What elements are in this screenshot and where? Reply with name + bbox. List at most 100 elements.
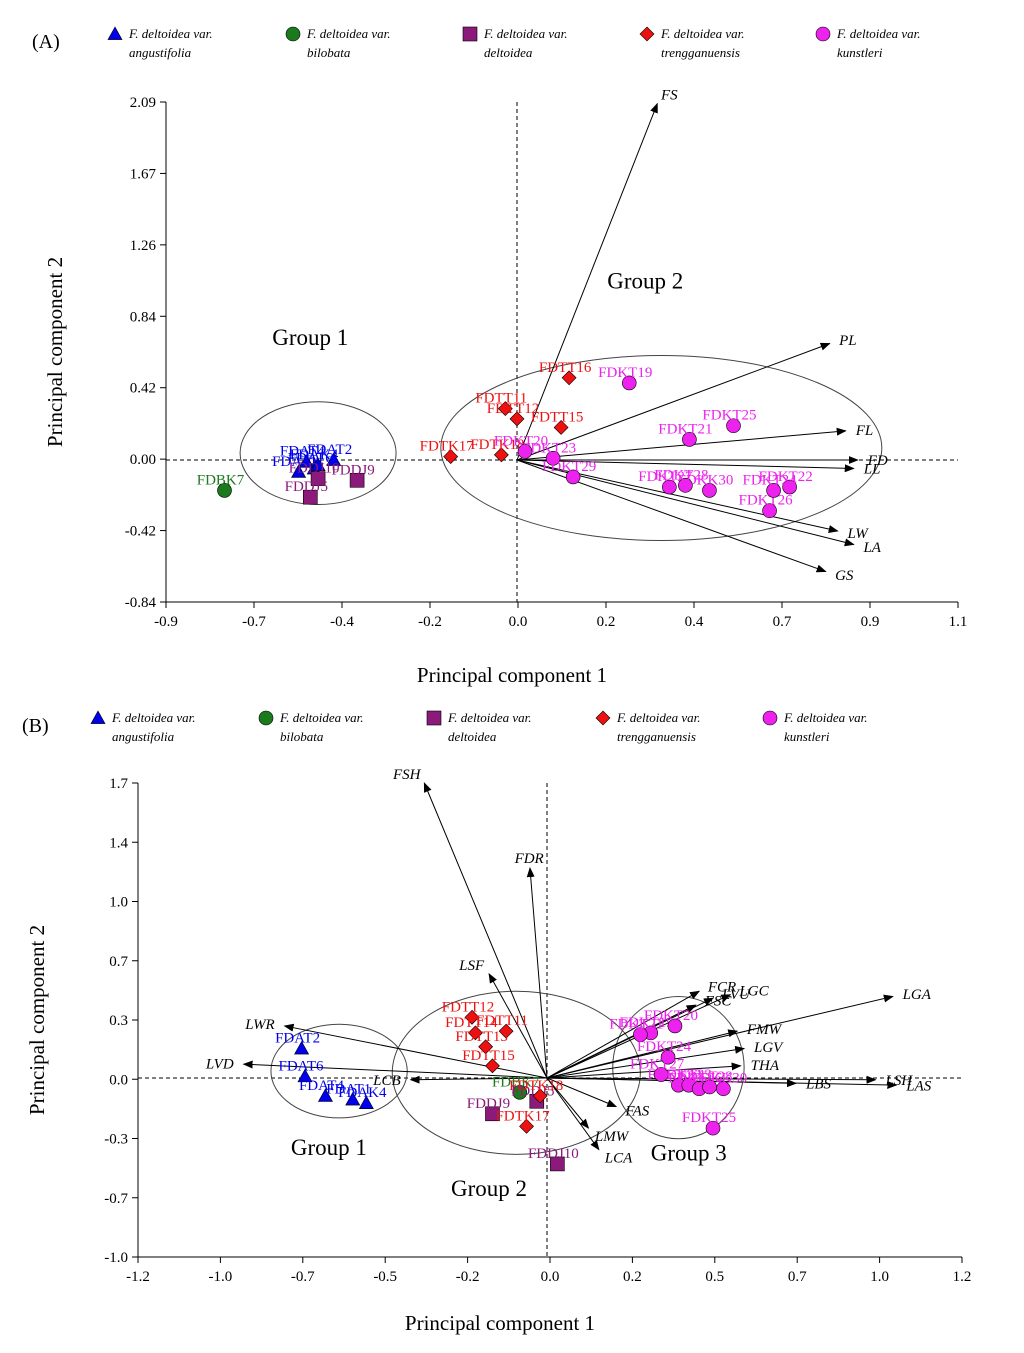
- group-ellipse: [440, 355, 883, 542]
- point-label: FDAT2: [275, 1031, 320, 1047]
- data-point: [317, 1088, 333, 1102]
- legend-genus: F. deltoidea var.: [111, 710, 196, 725]
- y-tick-label: 2.09: [130, 95, 156, 111]
- y-tick-label: 1.4: [109, 835, 128, 851]
- data-point: [561, 370, 577, 386]
- vector-label: FD: [867, 453, 888, 469]
- loading-vector: [546, 1062, 742, 1079]
- vector-label: LA: [862, 540, 881, 556]
- point-label: FDDJ9: [331, 462, 374, 478]
- data-point: [297, 1068, 313, 1083]
- x-tick-label: 0.2: [623, 1269, 642, 1285]
- vector-label: THA: [751, 1058, 780, 1074]
- legend-variety: trengganuensis: [617, 729, 696, 744]
- loading-vector: [546, 997, 714, 1079]
- panel-b: (B) F. deltoidea var. angustifolia F. delto…: [22, 710, 971, 1335]
- point-label: FDTK18: [470, 437, 524, 453]
- y-tick-label: -0.3: [104, 1132, 128, 1148]
- legend-marker: [595, 710, 611, 726]
- vector-label: LGC: [738, 984, 769, 1000]
- data-point: [653, 1067, 669, 1082]
- x-tick-label: -1.0: [209, 1269, 233, 1285]
- point-label: FDDJ9: [467, 1096, 510, 1112]
- loading-vector: [546, 1075, 877, 1084]
- group-ellipse: [270, 1023, 408, 1119]
- point-label: FDKT27: [630, 1057, 685, 1073]
- data-point: [702, 483, 717, 498]
- vector-label: LMW: [594, 1129, 630, 1145]
- legend-variety: deltoidea: [484, 45, 533, 60]
- y-tick-label: -1.0: [104, 1250, 128, 1266]
- data-point: [532, 1088, 548, 1104]
- loading-vector: [546, 1077, 600, 1151]
- loading-vector: [546, 990, 701, 1079]
- point-label: FDAK4: [338, 1085, 387, 1101]
- data-point: [217, 483, 232, 498]
- panel-a: (A) F. deltoidea var. angustifolia F. delto…: [32, 26, 967, 687]
- loading-vector: [516, 459, 855, 473]
- data-point: [726, 418, 741, 434]
- point-label: FDTT11: [476, 1013, 528, 1029]
- y-tick-label: 0.0: [109, 1072, 128, 1088]
- point-label: FDKT19: [598, 365, 652, 381]
- data-point: [550, 1156, 565, 1172]
- loading-vector: [409, 1075, 548, 1084]
- loading-vector: [546, 994, 894, 1079]
- point-label: FDTT13: [455, 1029, 508, 1045]
- vector-label: PL: [838, 333, 857, 349]
- x-tick-label: -0.2: [418, 614, 442, 630]
- data-point: [443, 449, 459, 464]
- loading-vector: [516, 102, 658, 461]
- point-label: FDAT6: [288, 450, 334, 466]
- x-tick-label: 0.5: [705, 1269, 724, 1285]
- x-tick-label: -0.7: [291, 1269, 315, 1285]
- y-tick-label: 0.84: [130, 309, 157, 325]
- point-label: FDKT25: [702, 408, 756, 424]
- x-tick-label: 0.0: [541, 1269, 560, 1285]
- vector-label: LBS: [805, 1077, 832, 1093]
- group-ellipse: [612, 995, 745, 1140]
- point-label: FDBK7: [197, 472, 245, 488]
- y-tick-label: 0.3: [109, 1013, 128, 1029]
- data-point: [667, 1018, 683, 1034]
- y-tick-label: 1.67: [130, 166, 157, 182]
- point-label: FDAT4: [280, 444, 326, 460]
- data-point: [294, 1040, 310, 1055]
- point-label: FDBK7: [492, 1074, 540, 1090]
- point-label: FDTK18: [509, 1078, 563, 1094]
- y-tick-label: -0.84: [125, 595, 157, 611]
- loading-vector: [423, 782, 548, 1079]
- data-point: [478, 1039, 494, 1055]
- data-point: [345, 1091, 361, 1106]
- legend-variety: trengganuensis: [661, 45, 740, 60]
- legend-genus: F. deltoidea var.: [447, 710, 532, 725]
- group-ellipse: [391, 990, 641, 1155]
- y-tick-label: 0.00: [130, 452, 156, 468]
- data-point: [766, 483, 781, 498]
- data-point: [633, 1027, 648, 1042]
- data-point: [621, 375, 637, 391]
- legend-variety: bilobata: [280, 729, 324, 744]
- point-label: FDKT27: [638, 469, 693, 485]
- legend-genus: F. deltoidea var.: [660, 26, 745, 41]
- data-point: [485, 1106, 500, 1122]
- legend-marker: [258, 710, 274, 726]
- legend-genus: F. deltoidea var.: [306, 26, 391, 41]
- data-point: [302, 489, 318, 505]
- legend-variety: kunstleri: [837, 45, 883, 60]
- point-label: FDTK17: [420, 439, 475, 455]
- y-tick-label: 0.7: [109, 954, 128, 970]
- legend-variety: deltoidea: [448, 729, 497, 744]
- vector-label: LW: [846, 526, 869, 542]
- x-tick-label: -0.4: [330, 614, 354, 630]
- data-point: [545, 450, 561, 466]
- loading-vector: [516, 342, 831, 461]
- vector-label: LCA: [604, 1151, 633, 1167]
- point-label: FDKT29: [542, 459, 596, 475]
- point-label: FDAK4: [290, 447, 339, 463]
- legend-genus: F. deltoidea var.: [783, 710, 868, 725]
- x-tick-label: -0.2: [456, 1269, 480, 1285]
- data-point: [509, 411, 525, 427]
- vector-label: FAS: [624, 1103, 649, 1119]
- legend-marker: [762, 710, 778, 726]
